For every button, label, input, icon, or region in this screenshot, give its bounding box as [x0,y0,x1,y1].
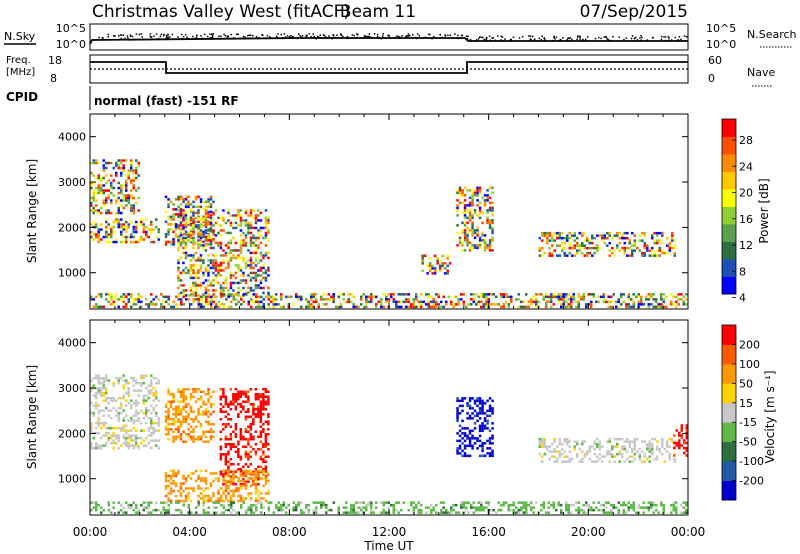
power-panel: 1000 2000 3000 4000 Slant Range [km] 28 24 20… [25,113,771,310]
power-colorbar-swatch [722,119,736,137]
cpid-text: normal (fast) -151 RF [94,94,239,108]
velocity-echo-blue-1500 [456,397,494,458]
power-colorbar-swatch [722,206,736,225]
freq-label-2: [MHz] [6,67,35,78]
velocity-echo-grey-evening [538,437,676,463]
velocity-colorbar-swatch [722,461,736,481]
nave-label: Nave [747,66,775,79]
velocity-echo-grey-morning [90,374,160,450]
velocity-colorbar-tick: 100 [739,358,760,371]
power-colorbar-swatch [722,241,736,260]
velocity-colorbar-tick: -100 [739,455,764,468]
power-ytick-label: 1000 [58,267,86,280]
freq-tick-top: 18 [48,54,62,67]
time-tick-label: 16:00 [471,525,506,539]
power-colorbar-tick: 4 [739,292,746,305]
cpid-label: CPID [6,90,38,104]
velocity-colorbar-swatch [722,422,736,443]
velocity-colorbar-swatch [722,441,736,462]
velocity-colorbar-tick: -50 [739,436,757,449]
velocity-colorbar-tick: -200 [739,475,764,488]
date-label: 07/Sep/2015 [580,2,688,22]
power-colorbar-swatch [722,189,736,207]
time-tick-label: 12:00 [372,525,407,539]
time-tick-label: 08:00 [272,525,307,539]
power-ytick-label: 2000 [58,221,86,234]
velocity-colorbar-swatch [722,402,736,423]
freq-line [90,61,688,74]
power-echo-band-morning-upper [90,159,140,215]
power-colorbar-swatch [722,136,736,155]
velocity-ytick-label: 2000 [58,427,86,440]
velocity-ytick-label: 1000 [58,473,86,486]
time-tick-label: 04:00 [172,525,207,539]
power-colorbar-swatch [722,259,736,277]
power-echo-band-evening [538,231,676,257]
power-colorbar: 28 24 20 16 12 8 4 [721,118,753,305]
freq-label-1: Freq. [6,55,31,66]
time-tick-label: 00:00 [671,525,706,539]
velocity-colorbar-tick: 200 [739,338,760,351]
power-ytick-label: 3000 [58,176,86,189]
velocity-colorbar-swatch [722,383,736,404]
velocity-panel: 1000 2000 3000 4000 00:00 04:00 08:00 12:00 16:0… [25,319,777,553]
power-echo-band-0300-0500 [164,195,215,246]
velocity-ytick-label: 3000 [58,382,86,395]
power-colorbar-tick: 16 [739,213,753,226]
time-axis-label: Time UT [363,539,414,553]
velocity-colorbar-swatch [722,344,736,365]
nsky-line [89,37,688,45]
velocity-colorbar-tick: 50 [739,377,753,390]
velocity-echo-orange-0300-0500 [164,388,215,443]
velocity-colorbar: 200 100 50 15 -15 -50 -100 -200 [721,324,764,501]
velocity-colorbar-label: Velocity [m s⁻¹] [763,370,777,463]
power-colorbar-swatch [722,154,736,172]
time-tick-label: 20:00 [571,525,606,539]
nsky-tick-bottom: 10^0 [56,38,86,51]
freq-tick-bottom: 8 [50,72,57,85]
velocity-echo-red-0500-0700 [219,388,270,486]
nsky-label: N.Sky [4,30,36,43]
velocity-ylabel: Slant Range [km] [25,365,39,469]
power-colorbar-tick: 8 [739,265,746,278]
velocity-colorbar-swatch [722,480,736,501]
power-colorbar-swatch [722,276,736,295]
nave-tick-top: 60 [708,54,722,67]
time-tick-label: 00:00 [73,525,108,539]
power-colorbar-swatch [722,171,736,190]
nave-tick-bottom: 0 [708,72,715,85]
chart-title: Christmas Valley West (fitACF) [92,2,350,22]
nsearch-tick-top: 10^5 [706,22,736,35]
power-echo-band-near-ground [90,293,688,309]
velocity-colorbar-swatch [722,325,736,345]
freq-panel: Freq. [MHz] 18 8 60 0 Nave [6,54,775,87]
nsearch-dots [98,33,688,42]
power-colorbar-swatch [722,224,736,242]
nsky-panel: N.Sky 10^5 10^0 10^5 10^0 N.Search [4,22,797,51]
power-ytick-label: 4000 [58,131,86,144]
power-colorbar-tick: 12 [739,239,753,252]
power-echo-patch-1500 [456,186,494,252]
power-echo-patch-1300-1400 [421,254,452,275]
nsearch-label: N.Search [747,28,797,41]
power-ylabel: Slant Range [km] [25,159,39,263]
velocity-ytick-label: 4000 [58,337,86,350]
nsky-tick-top: 10^5 [56,22,86,35]
power-colorbar-tick: 28 [739,134,753,147]
velocity-colorbar-tick: -15 [739,416,757,429]
nsearch-tick-bottom: 10^0 [706,38,736,51]
velocity-colorbar-swatch [722,363,736,384]
velocity-colorbar-tick: 15 [739,397,753,410]
velocity-echo-red-2300 [673,424,688,457]
power-colorbar-tick: 24 [739,160,753,173]
power-colorbar-label: Power [dB] [757,178,771,243]
power-echo-band-0400-0700 [177,209,270,297]
power-colorbar-tick: 20 [739,187,753,200]
velocity-echo-orange-low-0300-0700 [164,469,270,503]
beam-label: Beam 11 [340,2,416,22]
